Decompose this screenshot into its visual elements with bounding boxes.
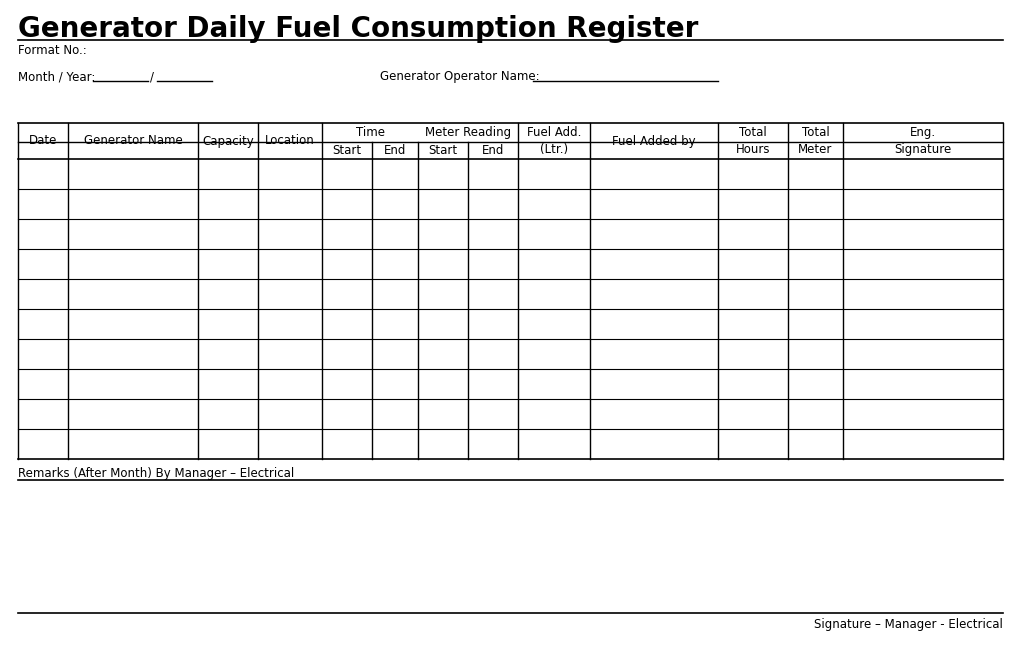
Text: Meter Reading: Meter Reading bbox=[425, 126, 512, 139]
Text: Generator Name: Generator Name bbox=[84, 135, 183, 148]
Text: Location: Location bbox=[265, 135, 314, 148]
Text: Capacity: Capacity bbox=[202, 135, 254, 148]
Text: Time: Time bbox=[355, 126, 385, 139]
Text: Generator Operator Name:: Generator Operator Name: bbox=[380, 70, 540, 83]
Text: Total
Meter: Total Meter bbox=[798, 126, 833, 156]
Text: Month / Year:: Month / Year: bbox=[18, 70, 95, 83]
Text: Eng.
Signature: Eng. Signature bbox=[894, 126, 952, 156]
Text: Total
Hours: Total Hours bbox=[736, 126, 770, 156]
Text: Fuel Add.
(Ltr.): Fuel Add. (Ltr.) bbox=[527, 126, 581, 156]
Text: Remarks (After Month) By Manager – Electrical: Remarks (After Month) By Manager – Elect… bbox=[18, 467, 294, 480]
Text: Format No.:: Format No.: bbox=[18, 44, 87, 57]
Text: Generator Daily Fuel Consumption Register: Generator Daily Fuel Consumption Registe… bbox=[18, 15, 698, 43]
Text: /: / bbox=[150, 70, 154, 83]
Text: Start: Start bbox=[429, 144, 457, 157]
Text: Start: Start bbox=[333, 144, 361, 157]
Text: Date: Date bbox=[29, 135, 57, 148]
Text: End: End bbox=[482, 144, 504, 157]
Text: Fuel Added by: Fuel Added by bbox=[613, 135, 696, 148]
Text: End: End bbox=[384, 144, 406, 157]
Text: Signature – Manager - Electrical: Signature – Manager - Electrical bbox=[814, 618, 1003, 631]
